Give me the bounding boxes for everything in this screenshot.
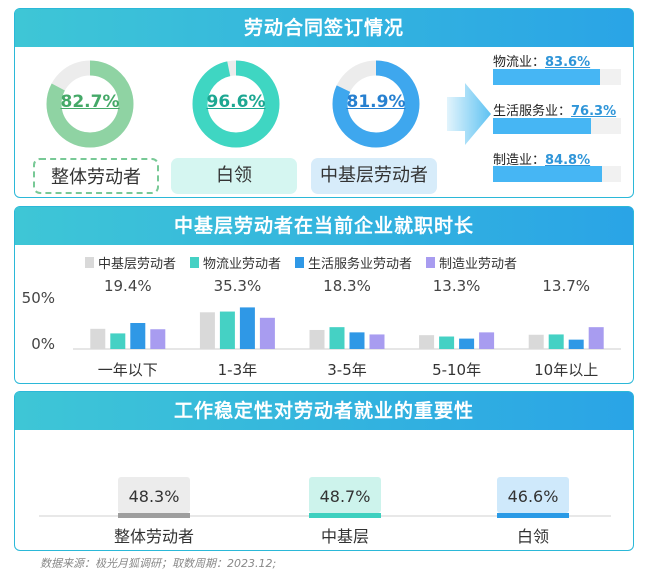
y-tick-label: 50% xyxy=(22,289,55,307)
legend-label: 生活服务业劳动者 xyxy=(308,257,413,272)
bar xyxy=(219,311,235,349)
pill-overall: 整体劳动者 xyxy=(33,158,159,194)
industry-manufacturing-value: 84.8% xyxy=(545,153,591,168)
bar xyxy=(588,327,604,349)
bar xyxy=(459,338,475,349)
tenure-bar-chart: 50% 0% 19.4% 一年以下 35.3% 1-3年 18.3% 3-5年 13.3% 5-1… xyxy=(22,277,621,379)
bar xyxy=(439,336,455,349)
value-box-base xyxy=(118,513,190,518)
industry-logistics-value: 83.6% xyxy=(545,55,591,70)
legend-swatch xyxy=(85,257,94,268)
industry-services-bar xyxy=(493,118,621,134)
bar xyxy=(239,307,255,349)
value-box xyxy=(118,477,190,513)
bar xyxy=(90,328,106,349)
industry-logistics-label: 物流业：83.6% xyxy=(493,55,591,70)
bar xyxy=(110,333,126,349)
tenure-panel: 中基层劳动者在当前企业就职时长 中基层劳动者 物流业劳动者 生活服务业劳动者 制… xyxy=(14,206,634,384)
category-label: 白领 xyxy=(517,527,549,546)
contract-panel-title: 劳动合同签订情况 xyxy=(15,9,633,47)
bar xyxy=(369,334,385,349)
x-tick-label: 一年以下 xyxy=(98,361,158,379)
x-tick-label: 3-5年 xyxy=(327,361,367,379)
data-label: 13.7% xyxy=(542,277,590,295)
data-label: 18.3% xyxy=(323,277,371,295)
data-label: 35.3% xyxy=(214,277,262,295)
tenure-panel-title: 中基层劳动者在当前企业就职时长 xyxy=(15,207,633,245)
stability-chart: 48.3% 整体劳动者 48.7% 中基层 46.6% 白领 xyxy=(39,477,611,546)
arrow-right-icon xyxy=(447,83,491,145)
x-tick-label: 1-3年 xyxy=(218,361,258,379)
value-box xyxy=(497,477,569,513)
pill-white-collar: 白领 xyxy=(171,158,297,194)
bar xyxy=(329,327,345,349)
legend-item: 中基层劳动者 xyxy=(85,253,176,272)
bar xyxy=(568,339,584,349)
industry-manufacturing-bar xyxy=(493,166,621,182)
category-label: 中基层 xyxy=(321,527,369,546)
donut-mid-level-value: 81.9% xyxy=(346,92,406,112)
donut-overall xyxy=(46,60,134,148)
industry-services-value: 76.3% xyxy=(571,104,617,119)
value-box-base xyxy=(497,513,569,518)
pill-mid-level: 中基层劳动者 xyxy=(311,158,437,194)
industry-services-label: 生活服务业：76.3% xyxy=(493,104,617,119)
data-label: 13.3% xyxy=(433,277,481,295)
data-source-note: 数据来源：极光月狐调研；取数周期：2023.12; xyxy=(40,557,277,570)
donut-mid-level xyxy=(332,60,420,148)
legend-swatch xyxy=(295,257,305,268)
bar xyxy=(150,329,166,349)
industry-logistics-bar xyxy=(493,69,621,85)
donut-overall-value: 82.7% xyxy=(60,92,120,112)
bar xyxy=(548,334,564,349)
bar xyxy=(259,317,275,349)
value-box xyxy=(309,477,381,513)
industry-manufacturing-label: 制造业：84.8% xyxy=(493,153,591,168)
chart-legend: 中基层劳动者 物流业劳动者 生活服务业劳动者 制造业劳动者 xyxy=(85,253,517,272)
stability-panel-title: 工作稳定性对劳动者就业的重要性 xyxy=(15,392,633,430)
contract-panel: 劳动合同签订情况 82.7% 96.6% 81.9% 整体劳动者 白领 中基层劳… xyxy=(14,8,634,198)
x-tick-label: 10年以上 xyxy=(534,361,598,379)
value-label: 48.3% xyxy=(129,487,180,506)
bar xyxy=(199,312,215,349)
bar xyxy=(528,334,544,349)
value-box-base xyxy=(309,513,381,518)
bar xyxy=(130,323,146,349)
donut-white-collar-value: 96.6% xyxy=(206,92,266,112)
stability-panel: 工作稳定性对劳动者就业的重要性 48.3% 整体劳动者 48.7% 中基层 46.6% 白… xyxy=(14,391,634,551)
legend-swatch xyxy=(190,257,200,268)
legend-item: 生活服务业劳动者 xyxy=(295,253,412,272)
bar xyxy=(309,329,325,349)
legend-item: 制造业劳动者 xyxy=(426,253,517,272)
legend-label: 物流业劳动者 xyxy=(203,257,282,272)
category-label: 整体劳动者 xyxy=(114,527,194,546)
legend-item: 物流业劳动者 xyxy=(190,253,281,272)
bar xyxy=(419,335,435,349)
legend-label: 中基层劳动者 xyxy=(98,257,177,272)
bar xyxy=(349,332,365,349)
donut-white-collar xyxy=(192,60,280,148)
data-label: 19.4% xyxy=(104,277,152,295)
y-tick-label: 0% xyxy=(31,335,55,353)
x-tick-label: 5-10年 xyxy=(432,361,481,379)
legend-label: 制造业劳动者 xyxy=(439,257,518,272)
bar xyxy=(479,332,495,349)
legend-swatch xyxy=(426,257,436,268)
value-label: 48.7% xyxy=(320,487,371,506)
value-label: 46.6% xyxy=(508,487,559,506)
